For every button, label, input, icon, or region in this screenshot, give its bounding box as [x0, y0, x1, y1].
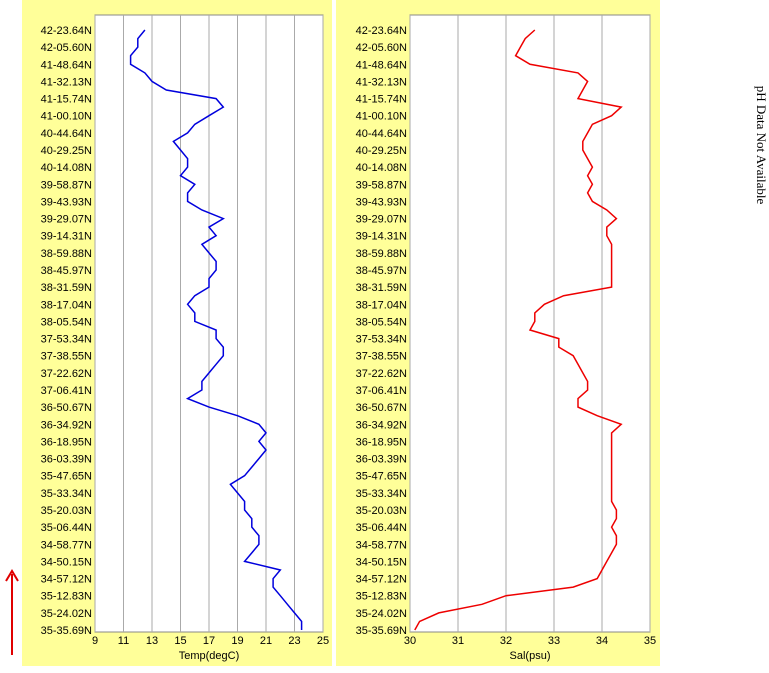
y-tick-label: 42-23.64N	[356, 25, 407, 37]
y-tick-label: 36-03.39N	[356, 454, 407, 466]
y-tick-label: 36-18.95N	[41, 436, 92, 448]
y-tick-label: 36-50.67N	[41, 402, 92, 414]
annotation: pH Data Not Available	[754, 86, 769, 205]
x-tick-label: 13	[146, 635, 158, 647]
x-tick-label: 21	[260, 635, 272, 647]
y-tick-label: 34-57.12N	[41, 574, 92, 586]
y-tick-label: 34-57.12N	[356, 574, 407, 586]
y-tick-label: 41-48.64N	[356, 59, 407, 71]
y-tick-label: 36-03.39N	[41, 454, 92, 466]
y-tick-label: 34-58.77N	[41, 539, 92, 551]
x-tick-label: 9	[92, 635, 98, 647]
y-tick-label: 35-47.65N	[41, 471, 92, 483]
y-tick-label: 39-58.87N	[356, 179, 407, 191]
y-tick-label: 38-05.54N	[41, 316, 92, 328]
y-tick-label: 35-24.02N	[356, 608, 407, 620]
y-tick-label: 34-50.15N	[356, 556, 407, 568]
y-tick-label: 39-14.31N	[41, 231, 92, 243]
y-tick-label: 42-23.64N	[41, 25, 92, 37]
y-tick-label: 35-35.69N	[41, 625, 92, 637]
y-tick-label: 38-31.59N	[356, 282, 407, 294]
x-axis-title: Temp(degC)	[179, 650, 240, 662]
y-tick-label: 39-43.93N	[41, 196, 92, 208]
y-tick-label: 39-58.87N	[41, 179, 92, 191]
y-tick-label: 38-45.97N	[41, 265, 92, 277]
y-tick-label: 41-15.74N	[356, 94, 407, 106]
x-axis-title: Sal(psu)	[510, 650, 551, 662]
y-tick-label: 35-20.03N	[356, 505, 407, 517]
y-tick-label: 38-17.04N	[41, 299, 92, 311]
y-tick-label: 37-53.34N	[356, 334, 407, 346]
y-tick-label: 37-22.62N	[41, 368, 92, 380]
y-tick-label: 37-53.34N	[41, 334, 92, 346]
y-tick-label: 37-06.41N	[41, 385, 92, 397]
y-tick-label: 40-44.64N	[356, 128, 407, 140]
y-tick-label: 41-00.10N	[41, 111, 92, 123]
y-tick-label: 39-29.07N	[356, 214, 407, 226]
data-line	[129, 29, 303, 630]
y-tick-label: 40-14.08N	[356, 162, 407, 174]
y-tick-label: 37-38.55N	[41, 351, 92, 363]
y-tick-label: 38-59.88N	[41, 248, 92, 260]
x-tick-label: 31	[452, 635, 464, 647]
y-tick-label: 34-58.77N	[356, 539, 407, 551]
y-tick-label: 41-00.10N	[356, 111, 407, 123]
x-tick-label: 25	[317, 635, 329, 647]
y-tick-label: 38-59.88N	[356, 248, 407, 260]
y-tick-label: 39-29.07N	[41, 214, 92, 226]
y-tick-label: 42-05.60N	[356, 42, 407, 54]
x-tick-label: 15	[174, 635, 186, 647]
x-tick-label: 19	[231, 635, 243, 647]
y-tick-label: 41-32.13N	[356, 76, 407, 88]
y-tick-label: 39-43.93N	[356, 196, 407, 208]
y-tick-label: 41-48.64N	[41, 59, 92, 71]
y-tick-label: 38-05.54N	[356, 316, 407, 328]
y-tick-label: 40-14.08N	[41, 162, 92, 174]
y-tick-label: 35-06.44N	[41, 522, 92, 534]
x-tick-label: 35	[644, 635, 656, 647]
y-tick-label: 41-15.74N	[41, 94, 92, 106]
x-tick-label: 34	[596, 635, 608, 647]
y-tick-label: 37-06.41N	[356, 385, 407, 397]
y-tick-label: 35-33.34N	[356, 488, 407, 500]
y-tick-label: 41-32.13N	[41, 76, 92, 88]
y-tick-label: 38-45.97N	[356, 265, 407, 277]
plot-area	[409, 14, 651, 633]
y-tick-label: 35-06.44N	[356, 522, 407, 534]
y-tick-label: 35-35.69N	[356, 625, 407, 637]
y-tick-label: 35-12.83N	[356, 591, 407, 603]
y-tick-label: 34-50.15N	[41, 556, 92, 568]
x-tick-label: 30	[404, 635, 416, 647]
y-tick-label: 35-47.65N	[356, 471, 407, 483]
y-tick-label: 37-22.62N	[356, 368, 407, 380]
data-line	[414, 29, 623, 631]
y-tick-label: 36-34.92N	[356, 419, 407, 431]
x-tick-label: 11	[118, 635, 129, 647]
y-tick-label: 40-29.25N	[41, 145, 92, 157]
y-tick-label: 35-20.03N	[41, 505, 92, 517]
x-tick-label: 33	[548, 635, 560, 647]
y-tick-label: 36-18.95N	[356, 436, 407, 448]
x-tick-label: 17	[203, 635, 215, 647]
y-tick-label: 42-05.60N	[41, 42, 92, 54]
y-tick-label: 39-14.31N	[356, 231, 407, 243]
y-tick-label: 38-17.04N	[356, 299, 407, 311]
y-tick-label: 35-24.02N	[41, 608, 92, 620]
y-tick-label: 36-34.92N	[41, 419, 92, 431]
y-tick-label: 40-29.25N	[356, 145, 407, 157]
y-tick-label: 38-31.59N	[41, 282, 92, 294]
y-tick-label: 40-44.64N	[41, 128, 92, 140]
x-tick-label: 23	[288, 635, 300, 647]
arrow-head	[5, 569, 19, 582]
y-tick-label: 35-12.83N	[41, 591, 92, 603]
y-tick-label: 35-33.34N	[41, 488, 92, 500]
y-tick-label: 36-50.67N	[356, 402, 407, 414]
x-tick-label: 32	[500, 635, 512, 647]
y-tick-label: 37-38.55N	[356, 351, 407, 363]
